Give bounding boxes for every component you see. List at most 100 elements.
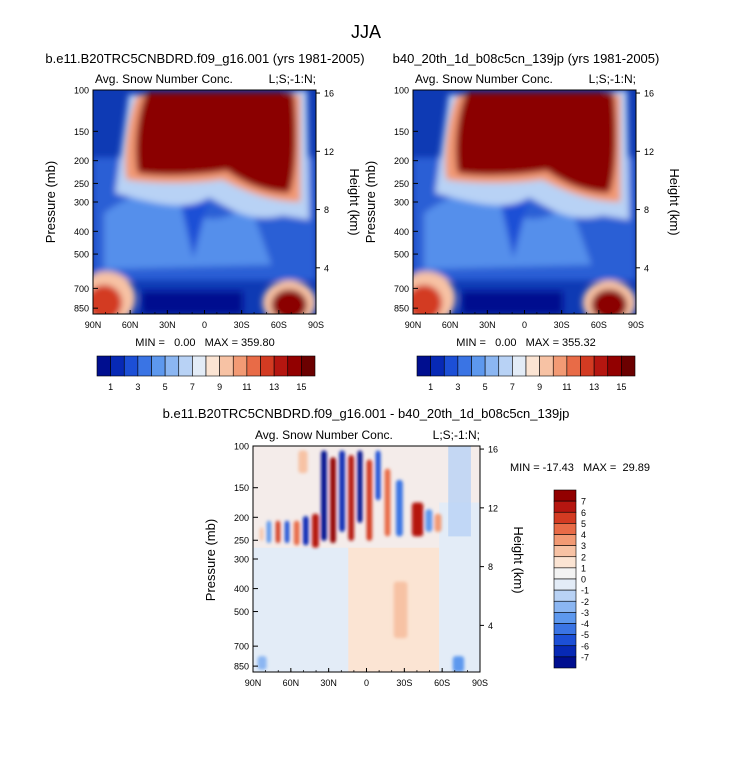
panel-c-colorbar-swatch — [553, 589, 577, 602]
panel-a-ylabel: Pressure (mb) — [43, 161, 58, 243]
panel-a-ytick-label: 850 — [74, 304, 89, 314]
panel-b-colorbar-swatch — [512, 355, 527, 377]
panel-a-blob-nh-core — [93, 284, 122, 314]
panel-c-streak — [257, 656, 267, 670]
panel-a-colorbar-swatch — [246, 355, 261, 377]
panel-b-colorbar-swatch — [416, 355, 431, 377]
panel-a-xtick-label: 60S — [271, 320, 287, 330]
panel-a-colorbar-swatch — [178, 355, 193, 377]
panel-c-streak — [452, 656, 465, 672]
panel-b-blob-nh-core — [413, 284, 442, 314]
panel-c-variable-label: Avg. Snow Number Conc. — [255, 428, 393, 442]
panel-a-xtick-label: 90N — [85, 320, 102, 330]
panel-c-streak — [298, 450, 308, 474]
panel-b-colorbar-label: 5 — [483, 382, 488, 392]
panel-c-streak — [339, 450, 345, 532]
panel-b-ytick-label: 200 — [394, 156, 409, 166]
panel-c-colorbar-label: 6 — [581, 508, 586, 518]
panel-a-height-tick-label: 12 — [324, 147, 334, 157]
panel-c-colorbar-swatch — [553, 556, 577, 569]
panel-b-xtick-label: 30S — [554, 320, 570, 330]
panel-b-height-tick-label: 16 — [644, 89, 654, 99]
panel-a-ytick-label: 300 — [74, 198, 89, 208]
panel-a-colorbar-swatch — [151, 355, 166, 377]
panel-c-streak — [411, 502, 424, 537]
panel-c-streak — [302, 516, 309, 546]
panel-c-ytick-label: 150 — [234, 483, 249, 493]
panel-b-ylabel: Pressure (mb) — [363, 161, 378, 243]
panel-a-ylabel-right: Height (km) — [347, 168, 362, 235]
panel-c-stats: MIN = -17.43 MAX = 29.89 — [510, 462, 650, 474]
panel-c-colorbar-swatch — [553, 600, 577, 613]
panel-c-ytick-label: 700 — [234, 642, 249, 652]
panel-c-ylabel: Pressure (mb) — [203, 519, 218, 601]
panel-c-xtick-label: 60N — [283, 678, 300, 688]
panel-a-colorbar-swatch — [137, 355, 152, 377]
panel-a-colorbar-swatch — [260, 355, 275, 377]
panel-c-colorbar-swatch — [553, 656, 577, 669]
panel-c-streak — [312, 513, 319, 548]
panel-b-ytick-label: 500 — [394, 250, 409, 260]
panel-a-colorbar: 1 3 5 7 9 11 13 15 — [96, 355, 316, 392]
panel-a-contour-field — [93, 90, 316, 314]
panel-c-colorbar-label: 4 — [581, 530, 586, 540]
panel-a-xtick-label: 60N — [122, 320, 139, 330]
panel-a-colorbar-swatch — [164, 355, 180, 377]
panel-c-colorbar-label: -1 — [581, 586, 589, 596]
panel-b-ytick-label: 400 — [394, 227, 409, 237]
panel-c-patch-blue — [253, 547, 349, 672]
panel-a-colorbar-label: 7 — [190, 382, 195, 392]
panel-c-colorbar-label: 0 — [581, 575, 586, 585]
panel-c-colorbar-swatch — [553, 634, 577, 647]
panel-c-colorbar-swatch — [553, 500, 577, 513]
panel-difference: b.e11.B20TRC5CNBDRD.f09_g16.001 - b40_20… — [163, 406, 650, 688]
panel-b-axes: 100 150 200 250 300 400 500 700 850 4 8 12 16 90N 60N 3… — [394, 86, 654, 331]
panel-a-colorbar-label: 11 — [242, 382, 251, 392]
panel-b-colorbar-swatch — [457, 355, 472, 377]
panel-b-ytick-label: 100 — [394, 86, 409, 96]
panel-b-field-layers — [413, 90, 636, 314]
panel-c-colorbar-swatch — [553, 612, 577, 624]
panel-c-ytick-label: 100 — [234, 442, 249, 452]
panel-b-colorbar-swatch — [621, 355, 636, 377]
panel-b-colorbar-swatch — [484, 355, 500, 377]
panel-model-a: b.e11.B20TRC5CNBDRD.f09_g16.001 (yrs 198… — [43, 51, 365, 392]
panel-c-streak — [275, 520, 281, 544]
panel-b-xtick-label: 60N — [442, 320, 459, 330]
panel-b-band-deep — [462, 291, 563, 314]
panel-a-title: b.e11.B20TRC5CNBDRD.f09_g16.001 (yrs 198… — [45, 51, 364, 66]
panel-b-colorbar-swatch — [443, 355, 459, 377]
panel-c-ytick-label: 400 — [234, 584, 249, 594]
panel-a-colorbar-swatch — [273, 355, 289, 377]
panel-a-colorbar-swatch — [192, 355, 207, 377]
panel-c-patch-blue-top — [448, 446, 471, 537]
panel-c-xtick-label: 30N — [320, 678, 337, 688]
panel-b-xtick-label: 0 — [522, 320, 527, 330]
panel-a-blob-sh-core — [271, 289, 308, 314]
panel-a-colorbar-label: 1 — [108, 382, 113, 392]
panel-c-colorbar-swatch — [553, 567, 577, 580]
panel-c-colorbar-label: -2 — [581, 597, 589, 607]
panel-b-height-tick-label: 12 — [644, 147, 654, 157]
panel-c-ytick-label: 300 — [234, 555, 249, 565]
panel-b-title: b40_20th_1d_b08c5cn_139jp (yrs 1981-2005… — [393, 51, 660, 66]
panel-a-colorbar-swatch — [219, 355, 234, 377]
panel-c-colorbar-swatch — [553, 489, 577, 502]
panel-b-ytick-label: 150 — [394, 127, 409, 137]
panel-b-ytick-label: 300 — [394, 198, 409, 208]
panel-a-colorbar-label: 13 — [269, 382, 279, 392]
panel-c-streak — [266, 520, 272, 544]
panel-c-streak — [321, 450, 327, 541]
panel-c-ytick-label: 850 — [234, 662, 249, 672]
panel-b-contour-field — [413, 90, 636, 314]
panel-b-ytick-label: 700 — [394, 284, 409, 294]
panel-model-b: b40_20th_1d_b08c5cn_139jp (yrs 1981-2005… — [363, 51, 682, 392]
panel-b-colorbar-label: 15 — [616, 382, 626, 392]
panel-c-colorbar-swatch — [553, 578, 577, 591]
panel-c-height-tick-label: 16 — [488, 445, 498, 455]
panel-b-variable-label: Avg. Snow Number Conc. — [415, 72, 553, 86]
panel-c-streak — [366, 459, 373, 541]
panel-b-colorbar-swatch — [580, 355, 595, 377]
panel-c-xtick-label: 90N — [245, 678, 262, 688]
panel-c-height-tick-label: 8 — [488, 562, 493, 572]
